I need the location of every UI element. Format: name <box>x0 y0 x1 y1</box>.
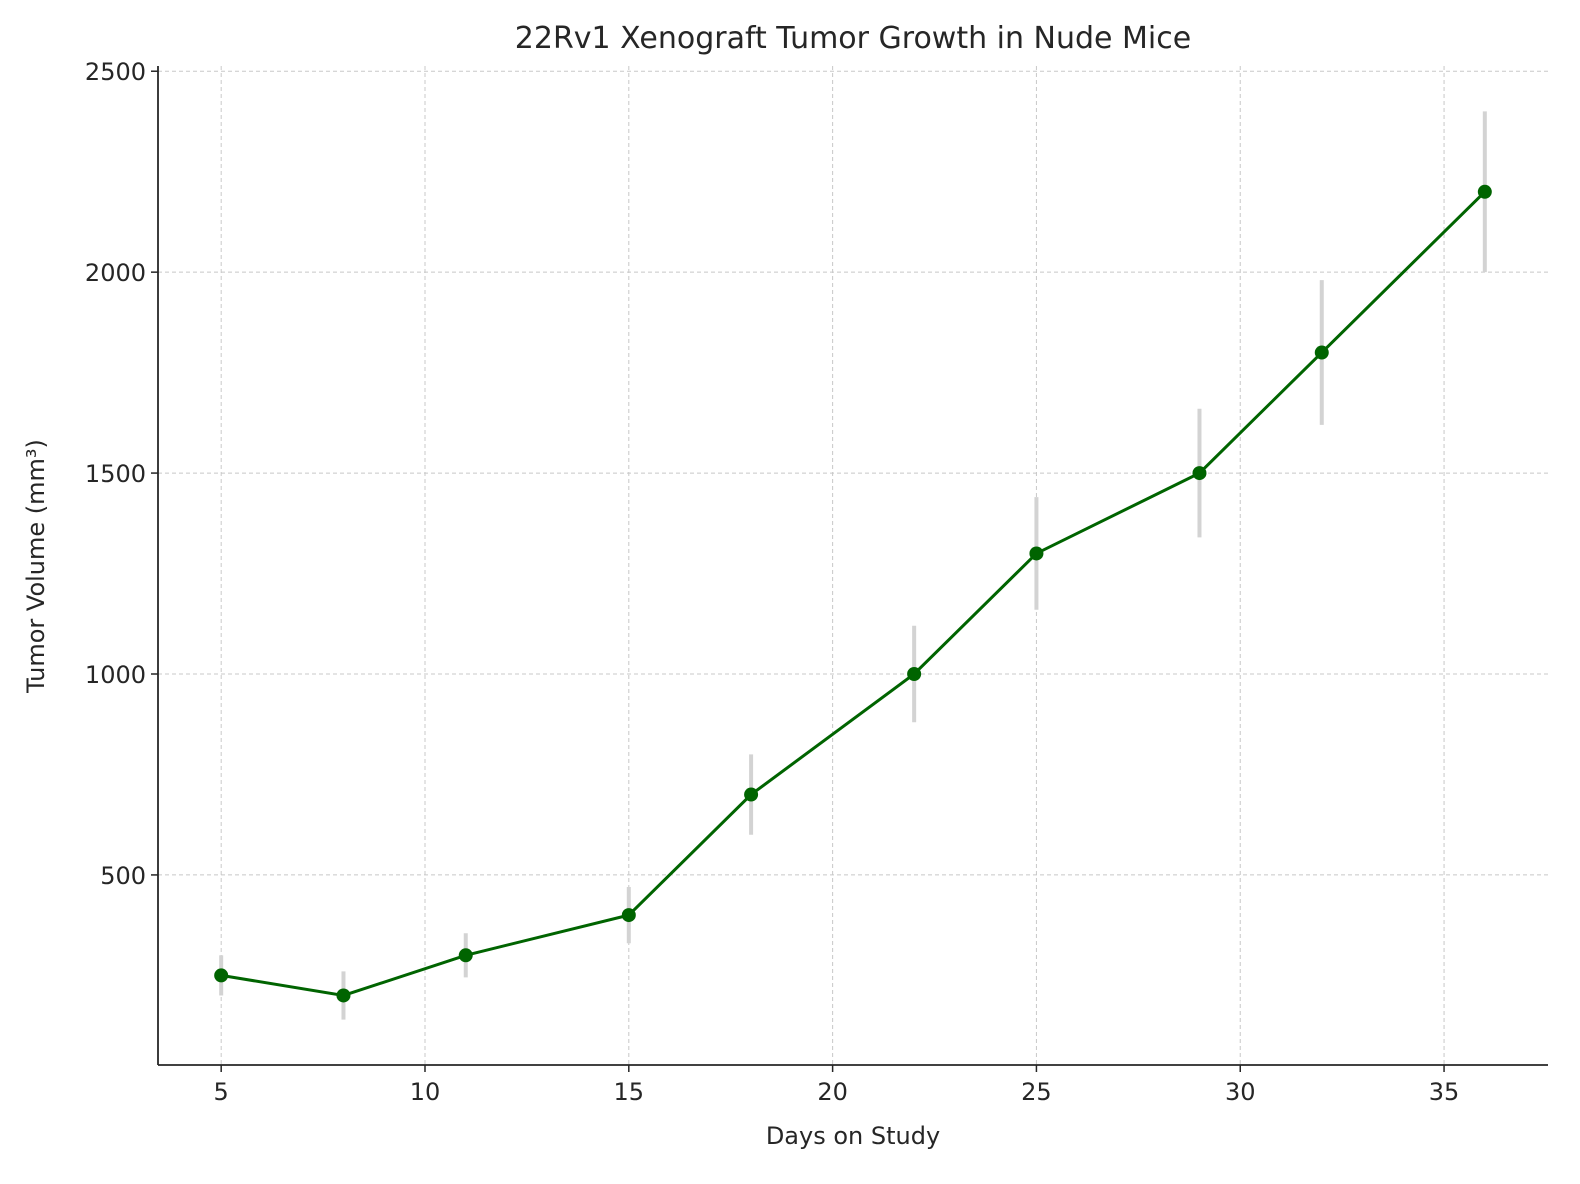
y-tick-label: 2000 <box>85 259 146 287</box>
grid <box>158 66 1548 1065</box>
series <box>214 184 1492 1003</box>
y-axis-label: Tumor Volume (mm³) <box>22 439 50 694</box>
ticks: 5 10 15 20 25 30 35 500 1000 1500 2000 2500 <box>85 58 1459 1106</box>
y-tick-label: 1000 <box>85 661 146 689</box>
data-point <box>744 787 759 802</box>
data-point <box>1314 345 1329 360</box>
chart-title: 22Rv1 Xenograft Tumor Growth in Nude Mic… <box>515 21 1191 56</box>
data-point <box>1192 466 1207 481</box>
axes <box>157 66 1548 1066</box>
x-axis-label: Days on Study <box>766 1122 940 1150</box>
x-tick-label: 25 <box>1021 1078 1052 1106</box>
x-tick-label: 10 <box>410 1078 441 1106</box>
x-tick-label: 5 <box>214 1078 229 1106</box>
error-bars <box>219 111 1487 1020</box>
data-point <box>336 988 351 1003</box>
x-tick-label: 20 <box>817 1078 848 1106</box>
data-point <box>1029 546 1044 561</box>
data-point <box>621 908 636 923</box>
data-point <box>1477 184 1492 199</box>
data-point <box>214 968 229 983</box>
y-tick-label: 2500 <box>85 58 146 86</box>
x-tick-label: 30 <box>1225 1078 1256 1106</box>
data-point <box>907 666 922 681</box>
y-tick-label: 500 <box>100 862 146 890</box>
x-tick-label: 35 <box>1429 1078 1460 1106</box>
series-line <box>220 190 1486 998</box>
x-tick-label: 15 <box>614 1078 645 1106</box>
y-tick-label: 1500 <box>85 460 146 488</box>
data-point <box>458 948 473 963</box>
